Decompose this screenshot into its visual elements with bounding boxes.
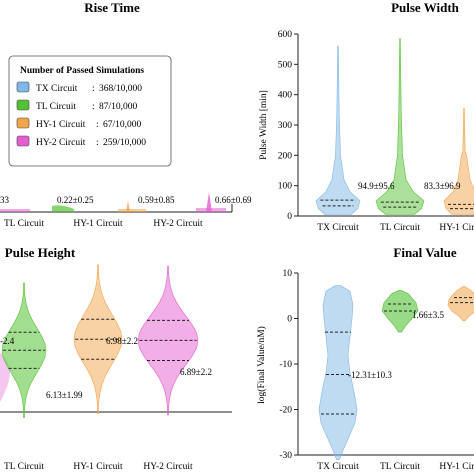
rise-violin-hy1 (118, 209, 146, 212)
legend-label-tl: TL Circuit (36, 102, 76, 112)
legend-colon-tl: : (92, 102, 95, 112)
legend-colon-hy2: : (96, 138, 99, 148)
fv-ytick-label: -20 (279, 406, 292, 416)
pulse-width-title: Pulse Width (391, 0, 460, 15)
pw-ytick-label: 0 (287, 212, 292, 222)
legend-label-hy2: HY-2 Circuit (36, 138, 86, 148)
pulse-height-panel: -2.4 6.13±1.99 6.98±2.2 6.89±2.2 TL Circ… (0, 264, 232, 472)
pw-annotation-tl: 83.3±96.9 (424, 181, 461, 191)
legend-label-tx: TX Circuit (36, 84, 78, 94)
legend-swatch-tl (16, 99, 30, 111)
pulse-height-title: Pulse Height (5, 245, 76, 260)
pw-ytick-label: 400 (278, 91, 293, 101)
rise-xtick-hy2: HY-2 Circuit (153, 219, 203, 229)
ph-annotation-0: -2.4 (0, 336, 15, 346)
rise-annotation-0: 33 (0, 195, 10, 205)
fv-violin-hy1 (447, 286, 474, 322)
ph-annotation-hy1: 6.98±2.2 (106, 336, 138, 346)
legend-colon-hy1: : (96, 120, 99, 130)
pw-xtick-hy1: HY-1 Circuit (439, 223, 474, 233)
rise-xtick-tl: TL Circuit (4, 219, 44, 229)
ph-xtick-hy2: HY-2 Circuit (143, 462, 193, 472)
pw-ytick-label: 300 (278, 121, 293, 131)
rise-annotation-hy1: 0.59±0.85 (138, 195, 175, 205)
pw-violin-tl (375, 38, 425, 215)
pw-violin-hy1 (443, 108, 474, 215)
legend-count-tl: 87/10,000 (99, 102, 138, 112)
legend-swatch-tx (16, 81, 30, 93)
legend-count-hy2: 259/10,000 (103, 138, 146, 148)
fv-xtick-tl: TL Circuit (380, 462, 420, 472)
pw-violin-tx (315, 45, 361, 215)
rise-violin-hy2 (196, 208, 226, 212)
ph-xtick-hy1: HY-1 Circuit (73, 462, 123, 472)
rise-time-panel: 33 0.22±0.25 0.59±0.85 0.66±0.69 TL Circ… (0, 192, 252, 229)
rise-annotation-hy2: 0.66±0.69 (215, 195, 252, 205)
rise-time-title: Rise Time (84, 0, 140, 15)
fv-annotation-tx: -12.31±10.3 (348, 370, 392, 380)
ph-annotation-tl: 6.13±1.99 (46, 390, 83, 400)
legend-title: Number of Passed Simulations (20, 66, 144, 76)
legend-colon-tx: : (92, 84, 95, 94)
rise-violin-tl (52, 205, 74, 212)
fv-ytick-label: 10 (283, 269, 293, 279)
legend: Number of Passed Simulations TX Circuit … (8, 55, 172, 167)
ph-violin-hy2 (137, 265, 199, 416)
pw-ytick-label: 200 (278, 151, 293, 161)
fv-xtick-hy1: HY-1 Circuit (439, 462, 474, 472)
pw-xtick-tx: TX Circuit (317, 223, 359, 233)
pulse-width-panel: Pulse Width [min] 0 100 200 300 400 500 600 94… (259, 30, 474, 233)
legend-count-tx: 368/10,000 (99, 84, 142, 94)
fv-ytick-label: -10 (279, 360, 292, 370)
ph-annotation-hy2: 6.89±2.2 (180, 367, 212, 377)
final-value-title: Final Value (393, 245, 456, 260)
final-value-panel: log(Final Value/nM) -30 -20 -10 0 10 -12.31±… (256, 269, 474, 472)
legend-swatch-hy1 (16, 117, 30, 129)
legend-swatch-hy2 (16, 135, 30, 147)
pw-annotation-tx: 94.9±95.6 (358, 181, 395, 191)
fv-annotation-tl: 1.66±3.5 (412, 310, 444, 320)
ph-xtick-tl: TL Circuit (4, 462, 44, 472)
fv-violin-tx (318, 285, 358, 460)
fv-ytick-label: 0 (287, 315, 292, 325)
pw-xtick-tl: TL Circuit (380, 223, 420, 233)
legend-count-hy1: 67/10,000 (103, 120, 142, 130)
pw-ytick-label: 500 (278, 60, 293, 70)
rise-xtick-hy1: HY-1 Circuit (73, 219, 123, 229)
pulse-width-ylabel: Pulse Width [min] (259, 90, 269, 160)
fv-xtick-tx: TX Circuit (317, 462, 359, 472)
pw-ytick-label: 600 (278, 30, 293, 40)
final-value-ylabel: log(Final Value/nM) (256, 326, 267, 404)
legend-label-hy1: HY-1 Circuit (36, 120, 86, 130)
fv-ytick-label: -30 (279, 451, 292, 461)
rise-annotation-tl: 0.22±0.25 (57, 195, 94, 205)
pw-ytick-label: 100 (278, 182, 293, 192)
